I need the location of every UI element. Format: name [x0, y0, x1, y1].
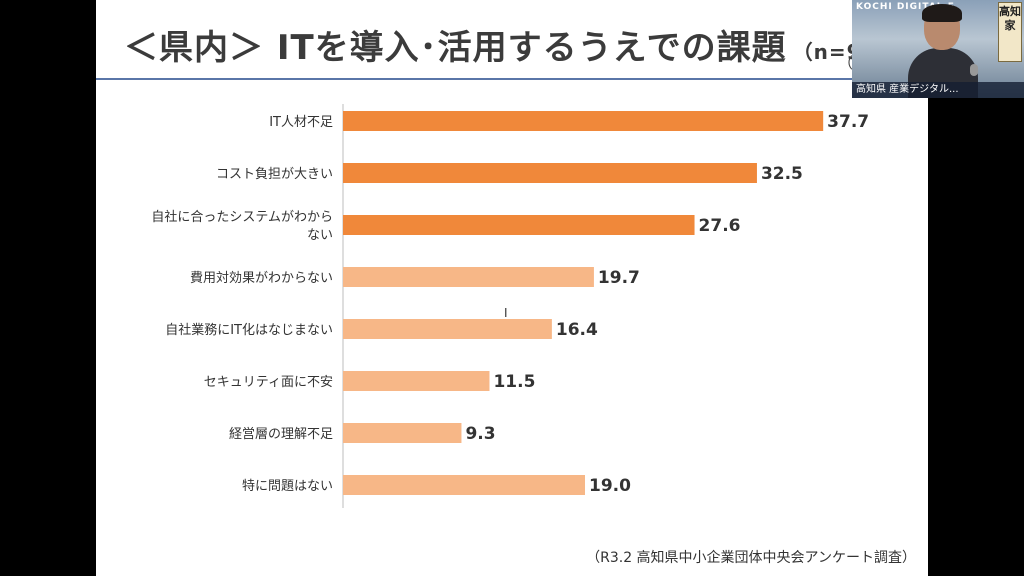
category-label-1: コスト負担が大きい — [216, 167, 333, 182]
category-label-0: IT人材不足 — [269, 115, 333, 130]
bar-5 — [343, 371, 490, 391]
value-label-0: 37.7 — [827, 112, 869, 132]
bar-1 — [343, 163, 757, 183]
bar-6 — [343, 423, 462, 443]
value-label-4: 16.4 — [556, 320, 598, 340]
bar-7 — [343, 475, 585, 495]
category-label-2-1: ない — [307, 228, 333, 243]
kochi-ke-banner: 高知家 — [998, 2, 1022, 62]
text-cursor-icon: I — [504, 306, 508, 320]
category-label-3: 費用対効果がわからない — [190, 271, 333, 286]
title-main: ＜県内＞ ITを導入･活用するうえでの課題 — [124, 28, 787, 68]
microphone-icon — [970, 64, 978, 76]
webcam-overlay: KOCHI DIGITAL E 高知家 高知県 産業デジタル... — [852, 0, 1024, 98]
value-label-3: 19.7 — [598, 268, 640, 288]
bar-3 — [343, 267, 594, 287]
bar-0 — [343, 111, 824, 131]
bar-2 — [343, 215, 695, 235]
value-label-6: 9.3 — [465, 424, 495, 444]
value-label-7: 19.0 — [589, 476, 631, 496]
category-label-6: 経営層の理解不足 — [229, 427, 333, 442]
slide: ＜県内＞ ITを導入･活用するうえでの課題（n=955） （単 37.7IT人材… — [96, 0, 928, 576]
title-rule — [96, 78, 928, 80]
category-label-7: 特に問題はない — [242, 479, 333, 494]
value-label-5: 11.5 — [493, 372, 535, 392]
bar-4 — [343, 319, 552, 339]
value-label-1: 32.5 — [761, 164, 803, 184]
source-note: （R3.2 高知県中小企業団体中央会アンケート調査） — [586, 550, 916, 566]
webcam-caption: 高知県 産業デジタル... — [852, 82, 1024, 98]
category-label-5: セキュリティ面に不安 — [204, 375, 333, 390]
bar-chart: 37.7 IT人材不足 32.5 コスト負担が大きい 27.6 自社に合ったシステムがわか… — [151, 104, 869, 508]
value-label-2: 27.6 — [699, 216, 741, 236]
category-label-4: 自社業務にIT化はなじまない — [165, 322, 333, 338]
category-label-2-0: 自社に合ったシステムがわから — [151, 209, 333, 225]
